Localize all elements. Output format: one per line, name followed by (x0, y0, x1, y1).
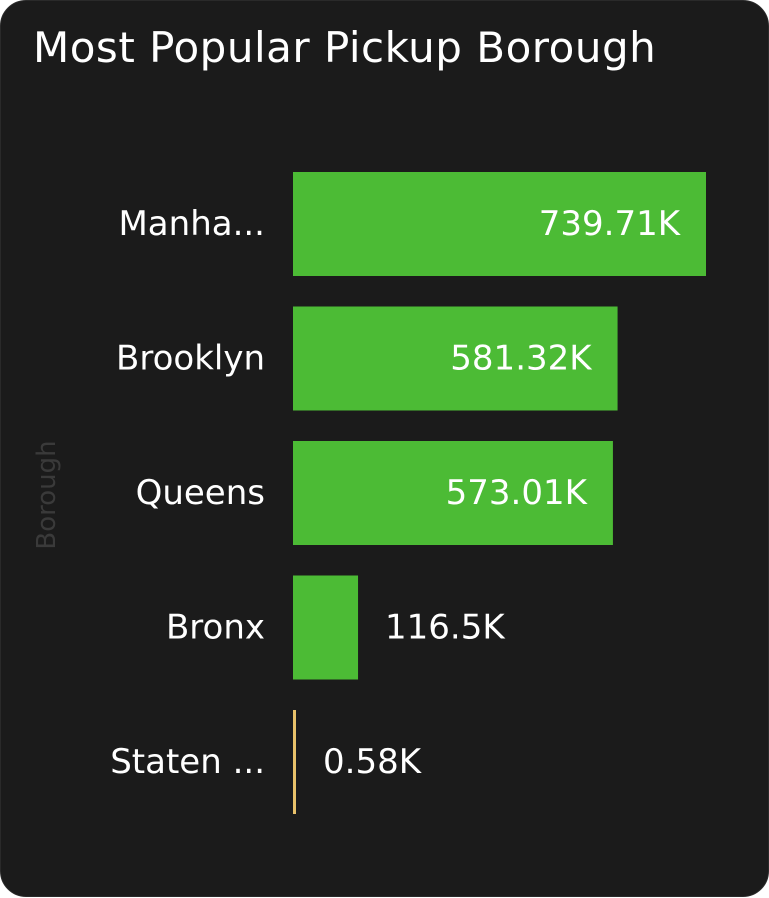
bar[interactable] (293, 306, 618, 411)
bar[interactable] (293, 710, 296, 814)
data-label: 573.01K (446, 473, 589, 513)
data-label: 116.5K (385, 608, 506, 648)
data-label: 739.71K (539, 204, 682, 244)
category-label: Queens (136, 473, 265, 513)
category-label: Brooklyn (116, 339, 265, 379)
category-label: Staten ... (110, 742, 265, 782)
bar[interactable] (293, 575, 359, 680)
chart-title: Most Popular Pickup Borough (33, 23, 657, 72)
data-label: 581.32K (450, 339, 593, 379)
data-label: 0.58K (323, 742, 423, 782)
category-label: Manha... (118, 204, 265, 244)
category-label: Bronx (166, 608, 265, 648)
bar[interactable] (293, 441, 613, 545)
bar[interactable] (293, 172, 706, 276)
